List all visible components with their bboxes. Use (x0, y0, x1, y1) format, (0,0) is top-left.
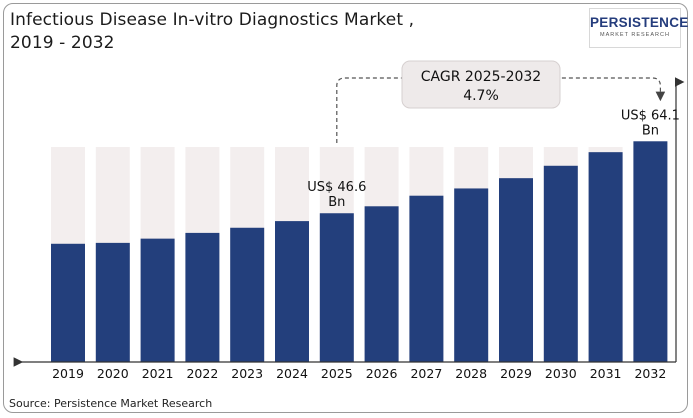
x-tick-label-2031: 2031 (590, 366, 622, 381)
x-tick-label-2025: 2025 (321, 366, 353, 381)
source-note: Source: Persistence Market Research (9, 397, 213, 410)
x-tick-label-2027: 2027 (410, 366, 442, 381)
value-label-2032-line1: US$ 64.1 (621, 108, 680, 123)
title-line-2: 2019 - 2032 (10, 33, 115, 53)
x-tick-label-2029: 2029 (500, 366, 532, 381)
bar-2020 (95, 242, 130, 362)
bar-2019 (51, 243, 85, 362)
x-tick-label-2028: 2028 (455, 366, 487, 381)
cagr-connector (336, 77, 666, 143)
x-tick-label-2021: 2021 (142, 366, 174, 381)
x-tick-label-2030: 2030 (545, 366, 577, 381)
x-tick-label-2020: 2020 (97, 366, 129, 381)
bar-2024 (275, 221, 309, 362)
x-tick-label-2024: 2024 (276, 366, 308, 381)
value-label-2025-line1: US$ 46.6 (307, 180, 366, 195)
bar-2025 (319, 213, 354, 362)
bar-2021 (140, 238, 175, 362)
bar-2032 (633, 141, 668, 362)
chart-title: Infectious Disease In-vitro Diagnostics … (10, 9, 530, 55)
x-tick-label-2032: 2032 (634, 366, 666, 381)
cagr-label: CAGR 2025-2032 (421, 69, 541, 85)
x-tick-label-2023: 2023 (231, 366, 263, 381)
bar-2027 (409, 195, 444, 362)
bar-2029 (499, 178, 533, 362)
bar-2030 (543, 165, 578, 362)
logo-tagline: MARKET RESEARCH (600, 32, 670, 38)
x-tick-label-2019: 2019 (52, 366, 84, 381)
cagr-box (401, 60, 561, 109)
value-label-2032-line2: Bn (642, 123, 659, 138)
bar-2026 (364, 206, 399, 362)
x-tick-label-2026: 2026 (366, 366, 398, 381)
value-label-2025-line2: Bn (328, 195, 345, 210)
x-tick-label-2022: 2022 (186, 366, 218, 381)
cagr-value: 4.7% (463, 88, 499, 104)
title-line-1: Infectious Disease In-vitro Diagnostics … (10, 10, 415, 30)
persistence-logo: PERSISTENCE MARKET RESEARCH (589, 8, 689, 48)
bar-2031 (588, 152, 623, 362)
chart-frame (3, 3, 688, 413)
bar-2022 (185, 232, 220, 362)
logo-wordmark: PERSISTENCE (590, 15, 689, 30)
bar-2028 (454, 188, 489, 362)
bar-2023 (230, 227, 265, 362)
